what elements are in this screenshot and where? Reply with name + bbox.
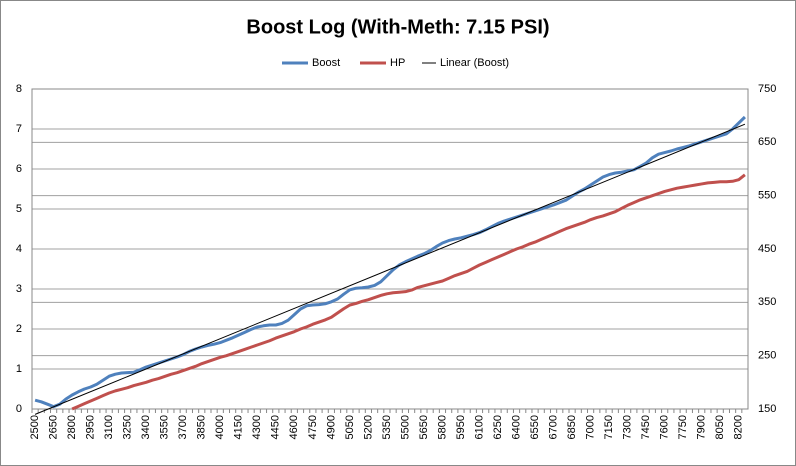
x-tick-label: 4900	[325, 415, 337, 439]
x-tick-label: 5650	[418, 415, 430, 439]
y2-tick-label: 550	[758, 190, 776, 202]
x-tick-label: 6250	[492, 415, 504, 439]
y2-tick-label: 750	[758, 83, 776, 95]
y-tick-label: 4	[16, 243, 22, 255]
x-tick-label: 6700	[547, 415, 559, 439]
x-tick-label: 8200	[733, 415, 745, 439]
x-tick-label: 2950	[85, 415, 97, 439]
y2-tick-label: 150	[758, 403, 776, 415]
x-tick-label: 7300	[622, 415, 634, 439]
x-tick-label: 4600	[288, 415, 300, 439]
y2-tick-label: 450	[758, 243, 776, 255]
x-tick-label: 3550	[159, 415, 171, 439]
x-tick-label: 4450	[270, 415, 282, 439]
x-tick-label: 3700	[177, 415, 189, 439]
x-tick-label: 5950	[455, 415, 467, 439]
trendline	[34, 123, 746, 415]
x-tick-label: 4750	[307, 415, 319, 439]
y-tick-label: 5	[16, 203, 22, 215]
x-tick-label: 6400	[510, 415, 522, 439]
series-line	[71, 173, 746, 411]
y-tick-label: 3	[16, 283, 22, 295]
x-tick-label: 5200	[362, 415, 374, 439]
x-tick-label: 4300	[251, 415, 263, 439]
x-tick-label: 3400	[140, 415, 152, 439]
legend-label: Linear (Boost)	[440, 57, 509, 69]
x-tick-label: 3250	[122, 415, 134, 439]
x-tick-label: 5500	[399, 415, 411, 439]
x-tick-label: 7600	[659, 415, 671, 439]
legend-label: Boost	[312, 57, 340, 69]
y-tick-label: 0	[16, 403, 22, 415]
y-tick-label: 8	[16, 83, 22, 95]
x-tick-label: 2500	[29, 415, 41, 439]
x-tick-label: 3850	[196, 415, 208, 439]
x-tick-label: 5350	[381, 415, 393, 439]
chart-title: Boost Log (With-Meth: 7.15 PSI)	[246, 16, 549, 38]
x-tick-label: 5800	[436, 415, 448, 439]
x-tick-label: 6100	[473, 415, 485, 439]
y2-tick-label: 350	[758, 296, 776, 308]
x-tick-label: 8050	[714, 415, 726, 439]
y-tick-label: 1	[16, 363, 22, 375]
x-tick-label: 6850	[566, 415, 578, 439]
series-line	[34, 115, 746, 409]
x-tick-label: 2800	[66, 415, 78, 439]
y2-tick-label: 250	[758, 350, 776, 362]
x-tick-label: 7150	[603, 415, 615, 439]
x-tick-label: 6550	[529, 415, 541, 439]
x-tick-label: 4000	[214, 415, 226, 439]
y-tick-label: 7	[16, 123, 22, 135]
y-tick-label: 6	[16, 163, 22, 175]
y2-tick-label: 650	[758, 136, 776, 148]
legend-label: HP	[390, 57, 405, 69]
x-tick-label: 7450	[640, 415, 652, 439]
x-tick-label: 2650	[48, 415, 60, 439]
x-tick-label: 5050	[344, 415, 356, 439]
x-tick-label: 4150	[233, 415, 245, 439]
x-tick-label: 7000	[585, 415, 597, 439]
x-tick-label: 7900	[696, 415, 708, 439]
x-tick-label: 7750	[677, 415, 689, 439]
y-tick-label: 2	[16, 323, 22, 335]
x-tick-label: 3100	[103, 415, 115, 439]
